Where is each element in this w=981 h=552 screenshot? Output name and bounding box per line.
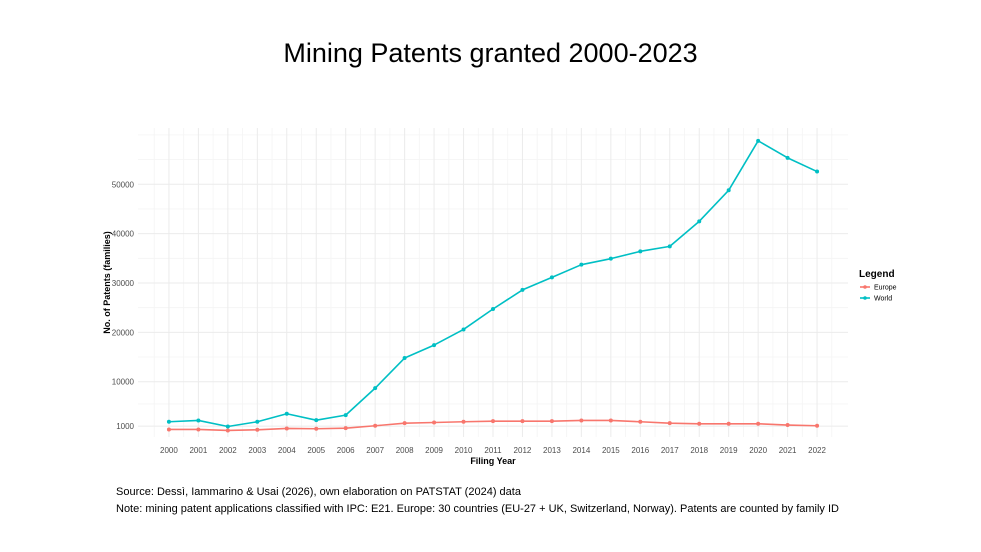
- data-point-europe: [520, 419, 525, 424]
- x-tick-label: 2009: [425, 446, 443, 455]
- x-tick-label: 2004: [278, 446, 296, 455]
- data-point-world: [520, 287, 525, 292]
- data-point-world: [815, 169, 820, 174]
- legend-label: World: [874, 296, 892, 303]
- legend-title: Legend: [859, 269, 895, 280]
- data-point-europe: [756, 421, 761, 426]
- legend-item-europe: Europe: [860, 285, 897, 292]
- data-point-world: [343, 413, 348, 418]
- series-europe: [166, 418, 820, 433]
- data-point-europe: [785, 423, 790, 428]
- y-axis-title: No. of Patents (families): [102, 231, 112, 334]
- legend: Legend Europe World: [859, 269, 897, 303]
- x-tick-label: 2010: [455, 446, 473, 455]
- x-tick-label: 2000: [160, 446, 178, 455]
- x-tick-label: 2020: [749, 446, 767, 455]
- y-tick-label: 10000: [112, 378, 135, 387]
- y-tick-label: 1000: [116, 422, 134, 431]
- data-point-world: [225, 424, 230, 429]
- x-tick-label: 2008: [396, 446, 414, 455]
- y-tick-label: 50000: [112, 180, 135, 189]
- x-tick-label: 2015: [602, 446, 620, 455]
- x-tick-label: 2007: [366, 446, 384, 455]
- data-point-europe: [314, 426, 319, 431]
- x-tick-label: 2001: [189, 446, 207, 455]
- data-point-world: [166, 419, 171, 424]
- major-gridlines: [138, 128, 848, 437]
- page-title: Mining Patents granted 2000-2023: [283, 38, 698, 68]
- x-tick-label: 2013: [543, 446, 561, 455]
- x-tick-label: 2002: [219, 446, 237, 455]
- legend-label: Europe: [874, 285, 897, 292]
- data-point-world: [667, 244, 672, 249]
- x-tick-label: 2005: [307, 446, 325, 455]
- data-point-world: [756, 138, 761, 143]
- x-tick-label: 2006: [337, 446, 355, 455]
- data-point-europe: [225, 428, 230, 433]
- x-tick-label: 2022: [808, 446, 826, 455]
- x-tick-label: 2019: [720, 446, 738, 455]
- data-point-world: [314, 418, 319, 423]
- data-point-world: [785, 155, 790, 160]
- data-point-world: [461, 327, 466, 332]
- data-point-europe: [638, 419, 643, 424]
- data-point-europe: [491, 419, 495, 424]
- data-point-europe: [284, 426, 289, 431]
- data-point-world: [255, 419, 260, 424]
- data-point-world: [373, 386, 378, 391]
- y-tick-label: 30000: [112, 279, 135, 288]
- data-point-europe: [461, 419, 466, 424]
- data-point-europe: [697, 421, 702, 426]
- x-tick-label: 2021: [779, 446, 797, 455]
- data-point-europe: [432, 420, 437, 425]
- data-point-world: [579, 262, 584, 267]
- data-point-europe: [343, 426, 348, 431]
- data-point-europe: [166, 427, 171, 432]
- data-point-world: [432, 343, 437, 348]
- y-axis-ticks: 1000 10000 20000 30000 40000 50000: [112, 180, 135, 431]
- data-point-europe: [196, 427, 201, 432]
- x-tick-label: 2017: [661, 446, 679, 455]
- x-tick-label: 2003: [248, 446, 266, 455]
- data-point-europe: [549, 419, 554, 424]
- y-tick-label: 40000: [112, 230, 135, 239]
- data-point-world: [549, 275, 554, 280]
- data-point-world: [196, 418, 201, 423]
- x-axis-title: Filing Year: [470, 456, 516, 466]
- data-point-europe: [373, 423, 378, 428]
- x-tick-label: 2011: [484, 446, 502, 455]
- y-tick-label: 20000: [112, 328, 135, 337]
- x-tick-label: 2016: [631, 446, 649, 455]
- x-axis-ticks: 2000 2001 2002 2003 2004 2005 2006 2007 2008 2009…: [160, 446, 826, 455]
- series-layer: [166, 138, 820, 433]
- x-tick-label: 2018: [690, 446, 708, 455]
- data-point-world: [402, 356, 407, 361]
- series-world: [166, 138, 820, 429]
- source-note: Source: Dessì, Iammarino & Usai (2026), …: [116, 486, 521, 498]
- methodology-note: Note: mining patent applications classif…: [116, 503, 839, 515]
- legend-key-point: [863, 296, 867, 300]
- data-point-world: [726, 188, 731, 193]
- legend-item-world: World: [860, 296, 892, 303]
- data-point-europe: [667, 421, 672, 426]
- data-point-europe: [815, 423, 820, 428]
- data-point-europe: [255, 427, 260, 432]
- data-point-europe: [726, 421, 731, 426]
- data-point-world: [638, 249, 643, 254]
- data-point-world: [491, 307, 495, 312]
- data-point-world: [284, 411, 289, 416]
- x-tick-label: 2014: [572, 446, 590, 455]
- data-point-europe: [579, 418, 584, 423]
- legend-key-point: [863, 285, 867, 289]
- data-point-world: [608, 256, 613, 261]
- data-point-europe: [608, 418, 613, 423]
- x-tick-label: 2012: [514, 446, 532, 455]
- data-point-europe: [402, 421, 407, 426]
- data-point-world: [697, 219, 702, 224]
